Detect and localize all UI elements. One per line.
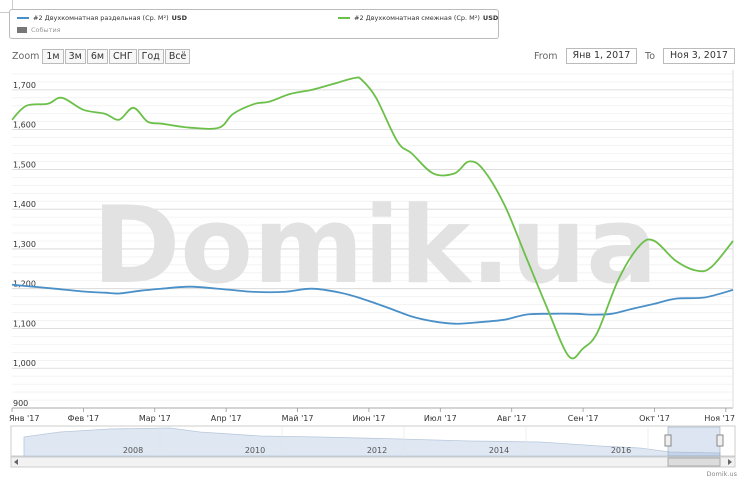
zoom-button-ytd[interactable]: СНГ xyxy=(109,49,137,64)
zoom-button-all[interactable]: Всё xyxy=(164,49,191,64)
legend-swatch-series2 xyxy=(338,17,350,19)
x-tick-label: Май '17 xyxy=(282,414,314,423)
x-tick-label: Авг '17 xyxy=(497,414,526,423)
navigator-tick-label: 2012 xyxy=(367,446,387,455)
navigator-handle-right[interactable] xyxy=(716,434,724,447)
zoom-button-6m[interactable]: 6м xyxy=(86,49,109,64)
legend: #2 Двухкомнатная раздельная (Ср. M²) USD… xyxy=(9,9,499,39)
scrollbar-thumb[interactable] xyxy=(667,457,721,467)
zoom-bar: Zoom 1м 3м 6м СНГ Год Всё xyxy=(12,49,191,64)
legend-label-series1: #2 Двухкомнатная раздельная (Ср. M²) xyxy=(33,14,169,22)
navigator-x-axis: 2008 2010 2012 2014 2016 xyxy=(123,426,649,456)
legend-swatch-series1 xyxy=(17,17,29,19)
grid xyxy=(12,70,734,409)
from-label: From xyxy=(534,50,558,62)
y-tick-label: 900 xyxy=(13,399,28,408)
x-tick-label: Июл '17 xyxy=(424,414,457,423)
navigator-tick-label: 2008 xyxy=(123,446,143,455)
series-group xyxy=(11,76,734,360)
x-tick-label: Июн '17 xyxy=(352,414,385,423)
y-tick-label: 1,300 xyxy=(13,240,36,249)
y-tick-label: 1,600 xyxy=(13,121,36,130)
x-tick-label: Фев '17 xyxy=(68,414,99,423)
y-axis: 900 1,000 1,100 1,200 1,300 1,400 1,500 1,600 1,… xyxy=(13,81,36,408)
y-tick-label: 1,400 xyxy=(13,200,36,209)
y-tick-label: 1,200 xyxy=(13,280,36,289)
x-tick-label: Янв '17 xyxy=(9,414,39,423)
from-date-input[interactable]: Янв 1, 2017 xyxy=(565,48,638,64)
range-from: From Янв 1, 2017 xyxy=(534,48,638,64)
navigator-tick-label: 2014 xyxy=(489,446,509,455)
y-tick-label: 1,000 xyxy=(13,359,36,368)
legend-label-series2: #2 Двухкомнатная смежная (Ср. M²) xyxy=(354,14,480,22)
legend-item-series2[interactable]: #2 Двухкомнатная смежная (Ср. M²) USD xyxy=(338,14,498,22)
x-tick-label: Окт '17 xyxy=(639,414,670,423)
y-tick-label: 1,700 xyxy=(13,81,36,90)
scrollbar-track[interactable] xyxy=(10,456,736,468)
to-date-input[interactable]: Ноя 3, 2017 xyxy=(663,48,735,64)
zoom-button-1y[interactable]: Год xyxy=(137,49,164,64)
navigator-selection[interactable] xyxy=(667,426,721,457)
navigator-tick-label: 2010 xyxy=(245,446,265,455)
zoom-button-3m[interactable]: 3м xyxy=(64,49,86,64)
navigator: 2008 2010 2012 2014 2016 xyxy=(10,425,736,468)
navigator-tick-label: 2016 xyxy=(611,446,631,455)
watermark: Domik.ua xyxy=(92,184,657,307)
scroll-right-arrow-icon[interactable] xyxy=(728,459,732,465)
navigator-area xyxy=(23,427,721,457)
x-tick-label: Мар '17 xyxy=(139,414,171,423)
x-tick-label: Ноя '17 xyxy=(704,414,735,423)
series-line-separate[interactable] xyxy=(11,283,734,325)
to-label: To xyxy=(645,50,656,62)
x-axis: Янв '17 Фев '17 Мар '17 Апр '17 Май '17 Июн '… xyxy=(9,408,735,423)
navigator-handle-left[interactable] xyxy=(664,434,672,447)
legend-item-events[interactable]: События xyxy=(17,26,61,34)
x-tick-label: Сен '17 xyxy=(568,414,599,423)
y-tick-label: 1,500 xyxy=(13,160,36,169)
y-tick-label: 1,100 xyxy=(13,319,36,328)
scroll-left-arrow-icon[interactable] xyxy=(14,459,18,465)
credit-text: Domik.us xyxy=(706,470,737,478)
range-to: To Ноя 3, 2017 xyxy=(645,48,735,64)
legend-label-events: События xyxy=(31,26,61,34)
zoom-button-1m[interactable]: 1м xyxy=(42,49,64,64)
series-line-adjacent[interactable] xyxy=(11,76,734,360)
corner-box xyxy=(0,0,13,13)
legend-item-series1[interactable]: #2 Двухкомнатная раздельная (Ср. M²) USD xyxy=(17,14,187,22)
events-swatch xyxy=(17,27,27,33)
legend-unit-series2: USD xyxy=(482,14,499,22)
zoom-label: Zoom xyxy=(12,51,40,62)
legend-unit-series1: USD xyxy=(171,14,187,22)
x-tick-label: Апр '17 xyxy=(211,414,242,423)
